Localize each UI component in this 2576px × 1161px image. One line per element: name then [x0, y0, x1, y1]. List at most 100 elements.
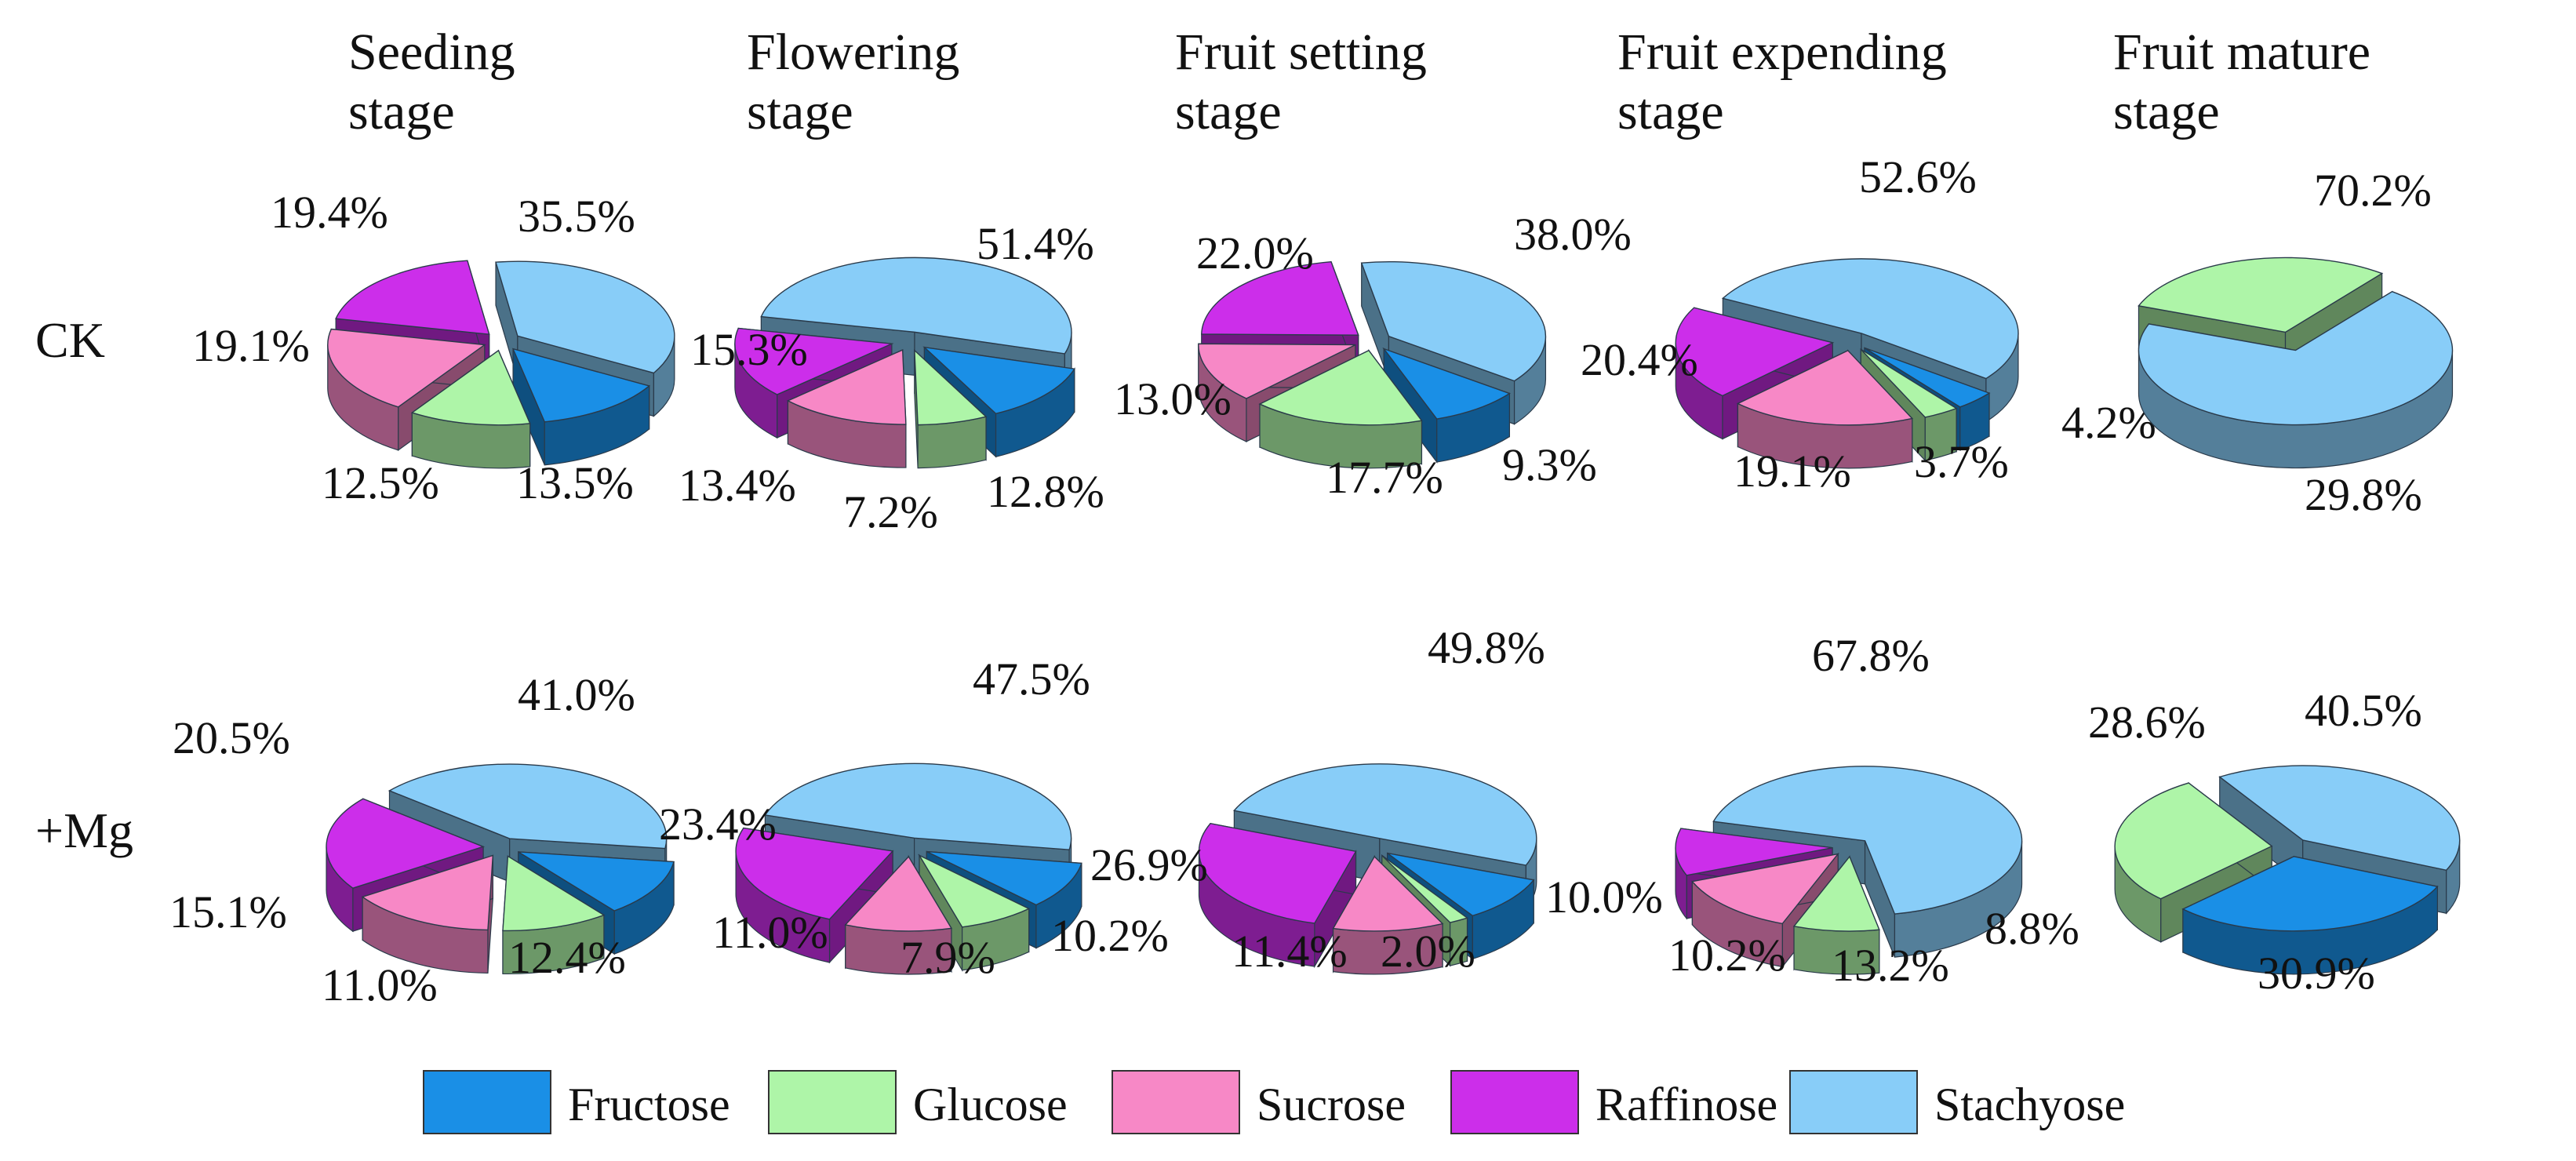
data-label-plus-mg-3-fructose: 10.0%: [1545, 872, 1663, 923]
pie-slice-raffinose: [1675, 828, 1833, 876]
pie-slice-raffinose: [1201, 260, 1359, 336]
stage-title-line: Fruit setting: [1175, 24, 1427, 81]
pie-slice-stachyose: [1712, 766, 2023, 915]
pie-slice-stachyose: [760, 257, 1072, 355]
data-label-plus-mg-2-stachyose: 47.5%: [973, 653, 1090, 704]
pie-slice-fructose: [1382, 348, 1511, 420]
legend-item-raffinose: Raffinose: [1450, 1070, 1777, 1134]
data-label-plus-mg-4-glucose: 8.8%: [1985, 903, 2079, 954]
legend-swatch-fructose: [423, 1070, 551, 1134]
data-label-ck-4-sucrose: 19.1%: [1734, 446, 1851, 497]
data-label-ck-1-glucose: 12.5%: [322, 457, 439, 508]
pie-slice-stachyose: [387, 763, 668, 850]
stage-title-line: stage: [1175, 83, 1282, 140]
stage-title-1: Seeding stage: [348, 24, 515, 140]
data-label-ck-5-glucose: 29.8%: [2305, 469, 2422, 520]
pie-slice-stachyose: [1233, 763, 1537, 866]
data-label-ck-3-fructose: 9.3%: [1502, 439, 1597, 490]
pie-slice-glucose: [914, 348, 988, 426]
pie-ck-stage-2: 51.4% 15.3% 13.4% 7.2% 12.8%: [679, 218, 1104, 537]
data-label-ck-4-raffinose: 20.4%: [1581, 334, 1698, 385]
data-label-plus-mg-1-raffinose: 20.5%: [173, 712, 290, 763]
pie-ck-stage-4: 52.6%20.4%19.1% 3.7%4.2%: [1581, 151, 2156, 497]
stage-title-line: stage: [348, 83, 455, 140]
pie-slice-glucose: [1381, 854, 1469, 923]
data-label-plus-mg-1-fructose: 12.4%: [508, 932, 626, 983]
data-label-ck-3-raffinose: 22.0%: [1196, 227, 1314, 278]
data-label-plus-mg-3-glucose: 2.0%: [1381, 926, 1475, 977]
pie-plus-mg-stage-3: 49.8% 26.9% 11.4% 2.0% 10.0%: [1090, 622, 1663, 977]
stage-title-line: Seeding: [348, 24, 515, 81]
pie-slice-fructose: [922, 346, 1076, 415]
legend-item-sucrose: Sucrose: [1112, 1070, 1406, 1134]
pie-slice-glucose: [1860, 348, 1958, 418]
legend-label-fructose: Fructose: [568, 1079, 730, 1130]
data-label-ck-1-stachyose: 35.5%: [518, 191, 635, 242]
pie-plus-mg-stage-2: 47.5% 23.4% 11.0% 7.9% 10.2%: [659, 653, 1169, 983]
pie-plus-mg-stage-5: 40.5% 28.6% 30.9%: [2088, 685, 2461, 999]
data-label-ck-1-raffinose: 19.4%: [271, 187, 388, 238]
pie-ck-stage-1: 35.5% 19.4% 19.1% 12.5% 13.5%: [192, 187, 675, 508]
data-label-ck-5-stachyose: 70.2%: [2314, 165, 2432, 216]
pie-slice-fructose: [926, 850, 1082, 906]
pie-slice-raffinose: [1198, 822, 1357, 924]
pie-slice-stachyose: [1721, 258, 2019, 380]
pie-slice-fructose: [2181, 856, 2439, 932]
data-label-plus-mg-2-glucose: 7.9%: [901, 932, 995, 983]
data-label-plus-mg-1-sucrose: 15.1%: [169, 886, 287, 937]
data-label-ck-3-sucrose: 13.0%: [1114, 373, 1232, 424]
legend-label-raffinose: Raffinose: [1595, 1079, 1777, 1130]
legend-label-sucrose: Sucrose: [1257, 1079, 1406, 1130]
pie-slice-stachyose: [2218, 765, 2461, 872]
pie-slice-sucrose: [1691, 853, 1839, 925]
legend-swatch-sucrose: [1112, 1070, 1240, 1134]
pie-slice-sucrose: [1736, 349, 1914, 426]
data-label-plus-mg-3-sucrose: 11.4%: [1232, 926, 1348, 977]
data-label-plus-mg-4-sucrose: 13.2%: [1832, 940, 1949, 991]
data-label-ck-2-raffinose: 15.3%: [690, 324, 808, 375]
pie-slice-fructose: [1387, 852, 1535, 917]
pie-slice-sucrose: [361, 854, 494, 931]
stage-title-line: Fruit expending: [1617, 24, 1947, 81]
data-label-ck-1-fructose: 13.5%: [516, 457, 634, 508]
data-label-ck-4-stachyose: 52.6%: [1859, 151, 1977, 202]
pie-slice-glucose: [918, 853, 1031, 928]
data-label-ck-1-sucrose: 19.1%: [192, 320, 310, 371]
pie-slice-fructose: [518, 851, 675, 912]
legend-label-stachyose: Stachyose: [1934, 1079, 2125, 1130]
data-label-ck-2-stachyose: 51.4%: [977, 218, 1094, 269]
data-label-ck-4-glucose: 3.7%: [1914, 436, 2009, 487]
pie-slice-raffinose: [735, 827, 894, 920]
row-label-ck: CK: [35, 312, 105, 368]
legend-swatch-stachyose: [1789, 1070, 1918, 1134]
data-label-plus-mg-3-raffinose: 26.9%: [1090, 839, 1208, 890]
data-label-plus-mg-4-raffinose: 10.2%: [1668, 930, 1786, 981]
pie-plus-mg-stage-4: 67.8% 10.2% 13.2% 8.8%: [1668, 630, 2079, 991]
data-label-plus-mg-5-stachyose: 40.5%: [2305, 685, 2422, 736]
pie-slice-raffinose: [734, 327, 894, 395]
legend-item-fructose: Fructose: [423, 1070, 730, 1134]
data-label-ck-2-sucrose: 13.4%: [679, 460, 796, 511]
stage-title-2: Flowering stage: [747, 24, 959, 140]
data-label-plus-mg-5-glucose: 28.6%: [2088, 697, 2206, 748]
data-label-ck-3-stachyose: 38.0%: [1514, 209, 1632, 260]
data-label-ck-2-fructose: 12.8%: [987, 466, 1104, 517]
pie-slice-stachyose: [2138, 290, 2454, 426]
pie-slice-glucose: [502, 855, 606, 932]
data-label-plus-mg-1-stachyose: 41.0%: [518, 669, 635, 720]
pie-slice-raffinose: [335, 260, 490, 336]
data-label-plus-mg-2-fructose: 10.2%: [1051, 910, 1169, 961]
stage-title-line: stage: [2113, 83, 2220, 140]
data-label-plus-mg-2-raffinose: 23.4%: [659, 799, 777, 850]
pie-ck-stage-3: 38.0% 22.0% 13.0% 17.7% 9.3%: [1114, 209, 1632, 503]
data-label-plus-mg-4-stachyose: 67.8%: [1812, 630, 1930, 681]
stage-title-line: stage: [747, 83, 853, 140]
pie-slice-raffinose: [326, 798, 486, 889]
pie-slice-glucose: [1792, 855, 1880, 932]
pie-slice-glucose: [1258, 349, 1423, 426]
stage-title-5: Fruit mature stage: [2113, 24, 2370, 140]
legend-swatch-raffinose: [1450, 1070, 1579, 1134]
legend-item-stachyose: Stachyose: [1789, 1070, 2125, 1134]
data-label-ck-2-glucose: 7.2%: [843, 486, 938, 537]
